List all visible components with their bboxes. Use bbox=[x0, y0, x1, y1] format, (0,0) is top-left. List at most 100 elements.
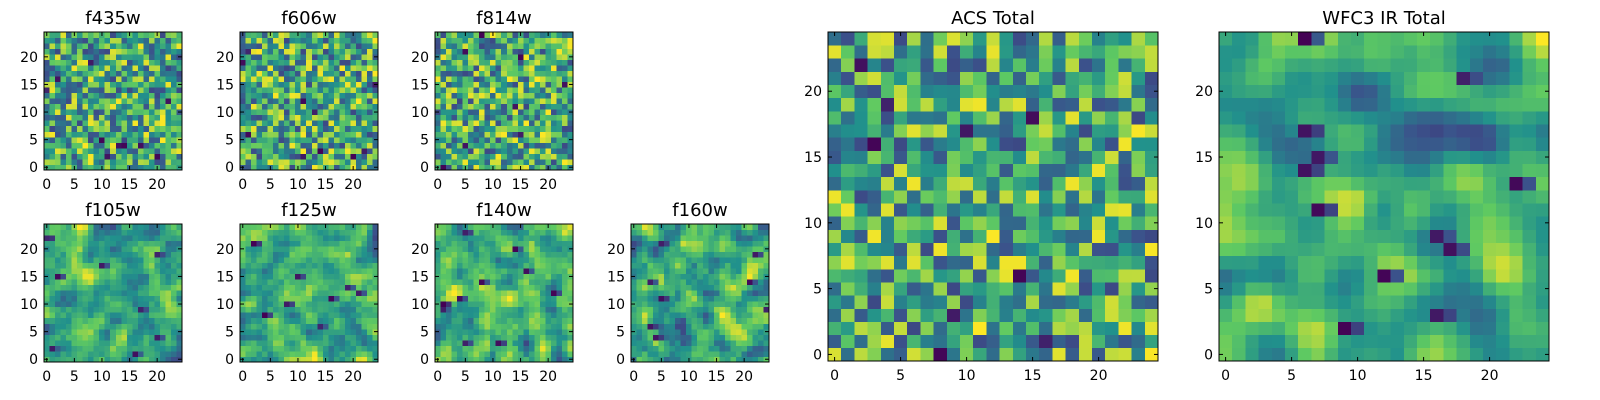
heatmap-cell bbox=[82, 317, 89, 324]
heatmap-cell bbox=[631, 339, 637, 346]
heatmap-cell bbox=[273, 273, 280, 280]
heatmap-cell bbox=[88, 295, 95, 302]
heatmap-cell bbox=[115, 54, 122, 60]
heatmap-cell bbox=[828, 176, 842, 191]
heatmap-cell bbox=[713, 273, 720, 280]
heatmap-cell bbox=[121, 224, 128, 230]
heatmap-cell bbox=[746, 257, 753, 264]
heatmap-cell bbox=[306, 268, 313, 275]
heatmap-cell bbox=[735, 339, 742, 346]
heatmap-cell bbox=[435, 312, 441, 319]
heatmap-cell bbox=[295, 257, 302, 264]
heatmap-cell bbox=[317, 317, 324, 324]
heatmap-cell bbox=[82, 136, 89, 143]
heatmap-cell bbox=[311, 37, 318, 44]
heatmap-cell bbox=[960, 229, 974, 243]
heatmap-cell bbox=[311, 43, 318, 49]
heatmap-cell bbox=[55, 164, 61, 171]
heatmap-cell bbox=[267, 345, 274, 352]
heatmap-cell bbox=[686, 317, 693, 324]
heatmap-cell bbox=[126, 43, 133, 49]
heatmap-cell bbox=[256, 317, 263, 324]
heatmap-cell bbox=[545, 301, 552, 308]
heatmap-cell bbox=[60, 131, 67, 138]
heatmap-cell bbox=[539, 158, 546, 165]
heatmap-cell bbox=[66, 98, 72, 105]
heatmap-cell bbox=[512, 103, 519, 110]
heatmap-cell bbox=[702, 345, 709, 352]
heatmap-cell bbox=[545, 65, 552, 72]
heatmap-cell bbox=[528, 301, 535, 308]
heatmap-cell bbox=[88, 59, 95, 66]
heatmap-cell bbox=[757, 235, 764, 241]
heatmap-cell bbox=[495, 109, 502, 116]
heatmap-cell bbox=[121, 131, 128, 138]
heatmap-cell bbox=[894, 268, 908, 283]
heatmap-cell bbox=[1026, 242, 1040, 257]
heatmap-cell bbox=[1052, 268, 1066, 283]
heatmap-cell bbox=[82, 290, 89, 297]
heatmap-cell bbox=[484, 70, 491, 77]
heatmap-cell bbox=[311, 54, 318, 60]
heatmap-cell bbox=[99, 312, 106, 319]
heatmap-cell bbox=[295, 98, 302, 105]
heatmap-cell bbox=[512, 70, 519, 77]
heatmap-cell bbox=[636, 257, 643, 264]
heatmap-cell bbox=[256, 306, 263, 313]
heatmap-cell bbox=[176, 240, 183, 247]
heatmap-cell bbox=[49, 103, 56, 110]
heatmap-cell bbox=[702, 350, 709, 357]
heatmap-cell bbox=[664, 229, 671, 236]
heatmap-cell bbox=[60, 279, 67, 286]
panel-title: f160w bbox=[672, 200, 727, 221]
heatmap-cell bbox=[82, 147, 89, 154]
heatmap-cell bbox=[484, 224, 491, 230]
heatmap-cell bbox=[1092, 268, 1106, 283]
heatmap-cell bbox=[311, 306, 318, 313]
heatmap-cell bbox=[77, 76, 84, 83]
heatmap-cell bbox=[506, 257, 513, 264]
heatmap-cell bbox=[66, 306, 72, 313]
heatmap-cell bbox=[143, 312, 150, 319]
heatmap-cell bbox=[495, 273, 502, 280]
heatmap-cell bbox=[495, 262, 502, 269]
heatmap-cell bbox=[154, 142, 161, 149]
heatmap-cell bbox=[154, 339, 161, 346]
heatmap-cell bbox=[451, 290, 458, 297]
heatmap-cell bbox=[658, 323, 665, 330]
heatmap-cell bbox=[647, 240, 654, 247]
heatmap-cell bbox=[278, 317, 285, 324]
heatmap-cell bbox=[708, 229, 715, 236]
heatmap-cell bbox=[567, 306, 574, 313]
axes-frame bbox=[239, 31, 379, 171]
heatmap-cell bbox=[506, 54, 513, 60]
heatmap-cell bbox=[501, 273, 508, 280]
heatmap-cell bbox=[680, 356, 687, 363]
heatmap-cell bbox=[121, 70, 128, 77]
y-tick-label: 10 bbox=[411, 105, 429, 121]
heatmap-cell bbox=[165, 153, 172, 160]
heatmap-cell bbox=[55, 339, 61, 346]
heatmap-cell bbox=[262, 98, 268, 105]
heatmap-cell bbox=[355, 356, 362, 363]
heatmap-cell bbox=[435, 257, 441, 264]
heatmap-cell bbox=[484, 273, 491, 280]
heatmap-cell bbox=[642, 323, 648, 330]
heatmap-cell bbox=[479, 48, 486, 55]
heatmap-cell bbox=[501, 323, 508, 330]
heatmap-cell bbox=[240, 235, 246, 241]
heatmap-cell bbox=[506, 92, 513, 99]
heatmap-cell bbox=[295, 268, 302, 275]
heatmap-cell bbox=[366, 306, 373, 313]
heatmap-cell bbox=[55, 59, 61, 66]
heatmap-cell bbox=[539, 32, 546, 38]
heatmap-cell bbox=[240, 284, 246, 291]
heatmap-cell bbox=[99, 54, 106, 60]
heatmap-cell bbox=[675, 301, 682, 308]
heatmap-cell bbox=[289, 164, 296, 171]
heatmap-cell bbox=[66, 54, 72, 60]
heatmap-cell bbox=[361, 92, 368, 99]
heatmap-cell bbox=[867, 268, 882, 283]
heatmap-cell bbox=[741, 262, 748, 269]
heatmap-cell bbox=[366, 92, 373, 99]
